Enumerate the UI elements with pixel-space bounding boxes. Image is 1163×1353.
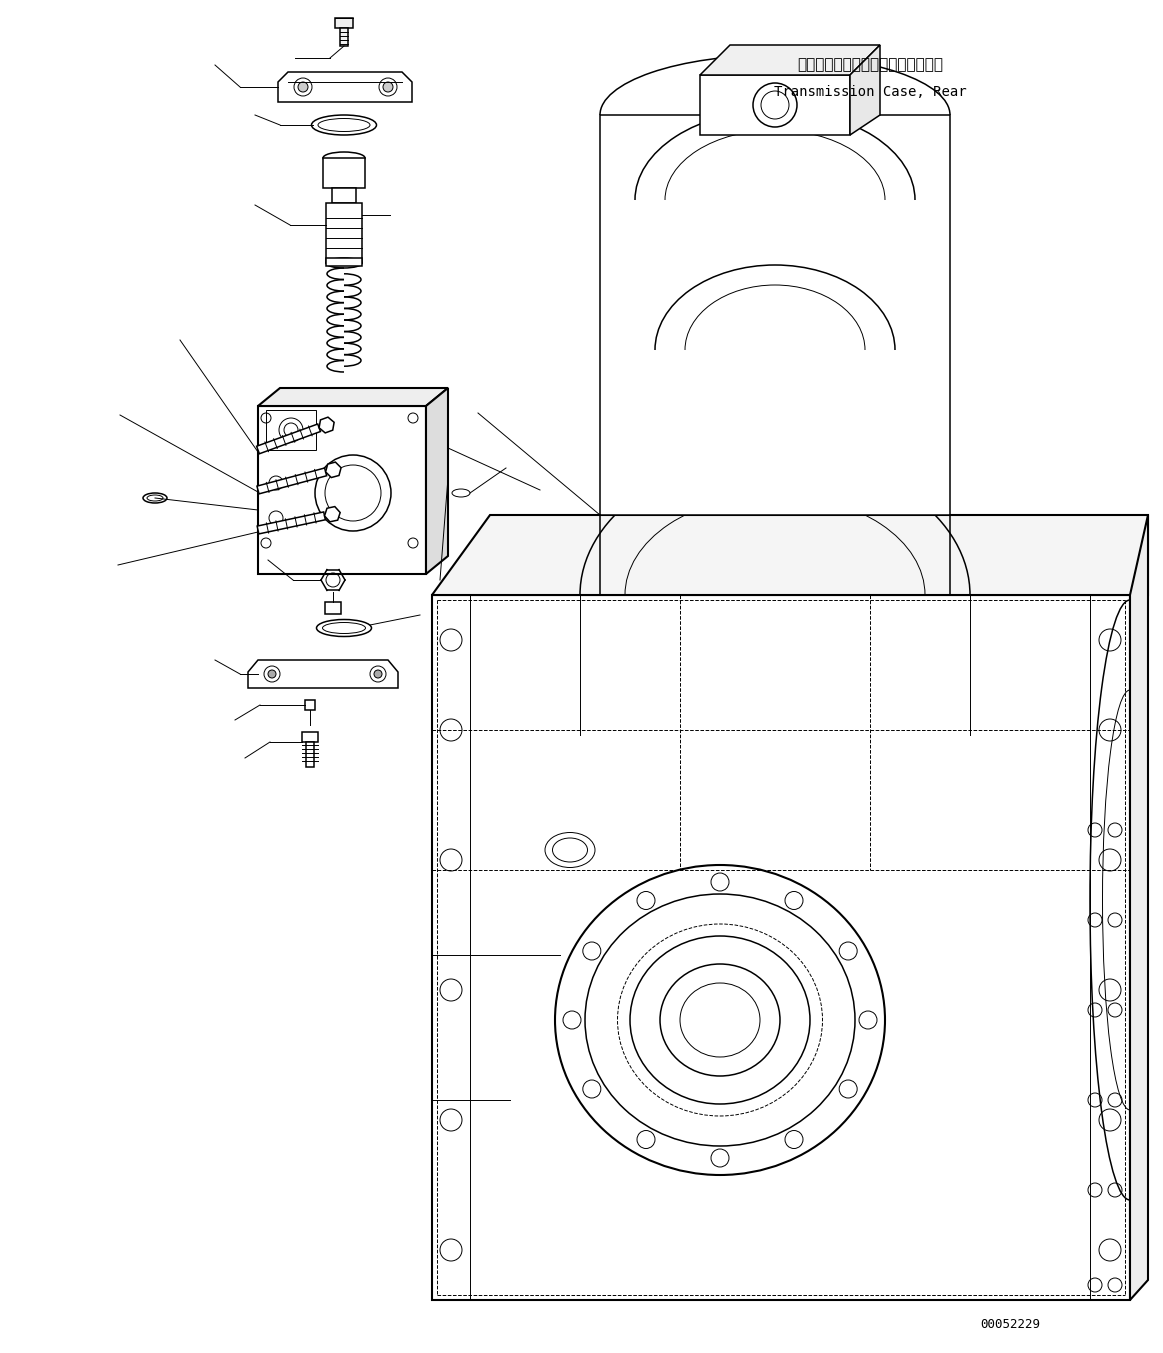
Polygon shape — [1130, 515, 1148, 1300]
Circle shape — [298, 83, 308, 92]
Polygon shape — [700, 74, 850, 135]
Polygon shape — [326, 463, 341, 478]
Circle shape — [267, 670, 276, 678]
Polygon shape — [257, 468, 327, 494]
Bar — [324, 602, 341, 614]
Bar — [305, 700, 315, 710]
Bar — [326, 258, 362, 267]
Text: 00052229: 00052229 — [980, 1319, 1040, 1331]
Ellipse shape — [326, 258, 362, 268]
Polygon shape — [600, 115, 950, 515]
Polygon shape — [431, 595, 1130, 1300]
Bar — [258, 406, 426, 574]
Text: トランスミッションケース、リヤー: トランスミッションケース、リヤー — [797, 57, 943, 73]
Bar — [302, 732, 317, 741]
Bar — [335, 18, 354, 28]
Bar — [331, 188, 356, 203]
Polygon shape — [278, 72, 412, 101]
Polygon shape — [257, 423, 321, 453]
Polygon shape — [258, 388, 448, 406]
Polygon shape — [426, 388, 448, 574]
Circle shape — [374, 670, 381, 678]
Polygon shape — [319, 417, 334, 433]
Ellipse shape — [323, 152, 365, 164]
Polygon shape — [324, 506, 340, 522]
Polygon shape — [431, 515, 1148, 595]
Polygon shape — [850, 45, 880, 135]
Bar — [323, 158, 365, 188]
Bar — [340, 28, 348, 46]
Text: Transmission Case, Rear: Transmission Case, Rear — [773, 85, 966, 99]
Polygon shape — [248, 660, 398, 687]
Circle shape — [383, 83, 393, 92]
Bar — [266, 410, 316, 451]
Polygon shape — [257, 511, 326, 534]
Bar — [326, 203, 362, 262]
Polygon shape — [700, 45, 880, 74]
Bar — [306, 741, 314, 767]
